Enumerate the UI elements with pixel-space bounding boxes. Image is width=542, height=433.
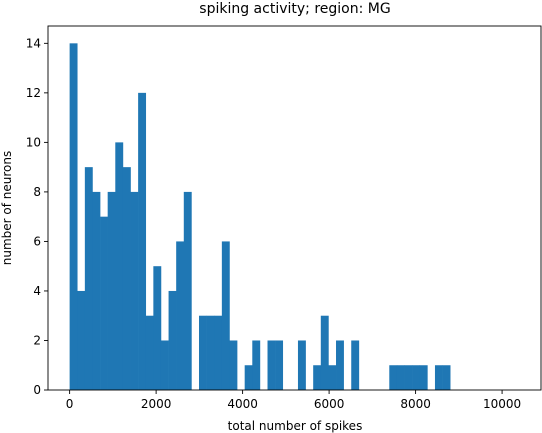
histogram-bar <box>396 365 405 390</box>
histogram-bar <box>412 365 421 390</box>
x-tick-label: 4000 <box>227 397 258 411</box>
histogram-bar <box>244 365 253 390</box>
y-tick-label: 14 <box>26 36 41 50</box>
x-tick-label: 0 <box>66 397 74 411</box>
histogram-bar <box>92 191 101 390</box>
histogram-bar <box>122 167 131 390</box>
y-tick-label: 4 <box>33 284 41 298</box>
histogram-bar <box>100 216 108 390</box>
y-axis-ticks: 0 2 4 6 8 10 12 14 <box>26 36 48 397</box>
histogram-bar <box>351 340 360 390</box>
histogram-bar <box>145 315 154 390</box>
y-tick-label: 12 <box>26 86 41 100</box>
histogram-bar <box>320 315 329 390</box>
histogram-bar <box>183 191 192 390</box>
histogram-bar <box>252 340 261 390</box>
histogram-bar <box>107 191 116 390</box>
histogram-bar <box>160 340 169 390</box>
histogram-bar <box>297 340 306 390</box>
y-tick-label: 8 <box>33 185 41 199</box>
x-tick-label: 8000 <box>400 397 431 411</box>
histogram-bar <box>214 315 223 390</box>
y-tick-label: 10 <box>26 135 41 149</box>
y-tick-label: 0 <box>33 383 41 397</box>
histogram-bar <box>434 365 443 390</box>
histogram-bar <box>115 142 124 390</box>
histogram-bar <box>419 365 428 390</box>
histogram-bar <box>442 365 451 390</box>
histogram-bar <box>404 365 413 390</box>
histogram-bar <box>206 315 215 390</box>
histogram-bar <box>130 191 139 390</box>
histogram-bar <box>267 340 276 390</box>
histogram-bar <box>389 365 398 390</box>
histogram-bar <box>199 315 207 390</box>
x-tick-label: 6000 <box>314 397 345 411</box>
x-tick-label: 2000 <box>141 397 172 411</box>
histogram-bar <box>229 340 238 390</box>
histogram-bar <box>168 290 177 390</box>
histogram-bar <box>313 365 322 390</box>
histogram-bar <box>221 241 230 390</box>
plot-frame <box>47 25 542 391</box>
histogram-bar <box>138 92 147 390</box>
histogram-bar <box>153 266 162 390</box>
histogram-bar <box>176 241 185 390</box>
x-tick-label: 10000 <box>483 397 521 411</box>
x-axis-ticks: 0 2000 4000 6000 8000 10000 <box>66 390 521 411</box>
bars-group <box>69 43 451 390</box>
x-axis-label: total number of spikes <box>228 419 363 433</box>
y-tick-label: 6 <box>33 234 41 248</box>
y-tick-label: 2 <box>33 333 41 347</box>
histogram-bar <box>328 365 337 390</box>
histogram-bar <box>275 340 284 390</box>
histogram-bar <box>77 290 86 390</box>
histogram-bar <box>84 167 93 390</box>
histogram-bar <box>336 340 344 390</box>
y-axis-label: number of neurons <box>0 151 14 266</box>
chart-title: spiking activity; region: MG <box>199 1 390 17</box>
histogram-bar <box>69 43 78 390</box>
